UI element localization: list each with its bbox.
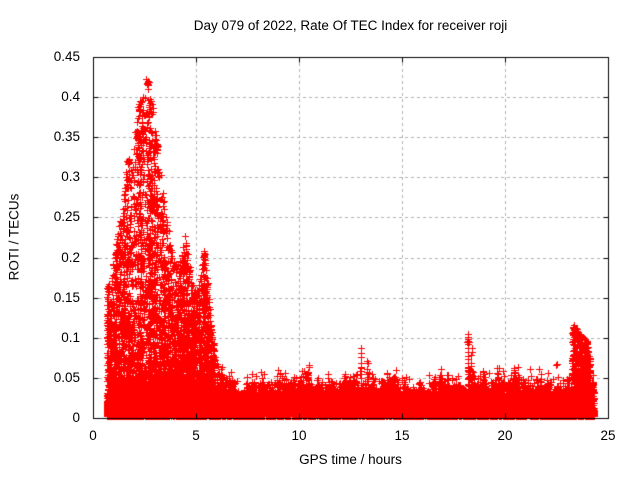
- y-axis-label: ROTI / TECUs: [6, 193, 22, 281]
- y-tick-label-025: 0.25: [53, 209, 80, 224]
- y-tick-label-015: 0.15: [53, 290, 80, 305]
- x-axis-label: GPS time / hours: [299, 452, 402, 467]
- y-tick-label-01: 0.1: [61, 330, 80, 345]
- x-tick-label-0: 0: [89, 428, 97, 443]
- x-tick-label-5: 5: [192, 428, 200, 443]
- y-tick-label-005: 0.05: [53, 370, 80, 385]
- y-tick-label-045: 0.45: [53, 49, 80, 64]
- chart-title: Day 079 of 2022, Rate Of TEC Index for r…: [193, 18, 508, 33]
- y-tick-label-0: 0: [72, 410, 80, 425]
- y-tick-label-02: 0.2: [61, 250, 80, 265]
- y-tick-label-04: 0.4: [61, 89, 80, 104]
- x-tick-label-15: 15: [394, 428, 410, 443]
- y-tick-label-035: 0.35: [53, 129, 80, 144]
- x-tick-label-25: 25: [600, 428, 616, 443]
- x-tick-label-20: 20: [497, 428, 513, 443]
- x-tick-label-10: 10: [291, 428, 307, 443]
- y-tick-label-03: 0.3: [61, 169, 80, 184]
